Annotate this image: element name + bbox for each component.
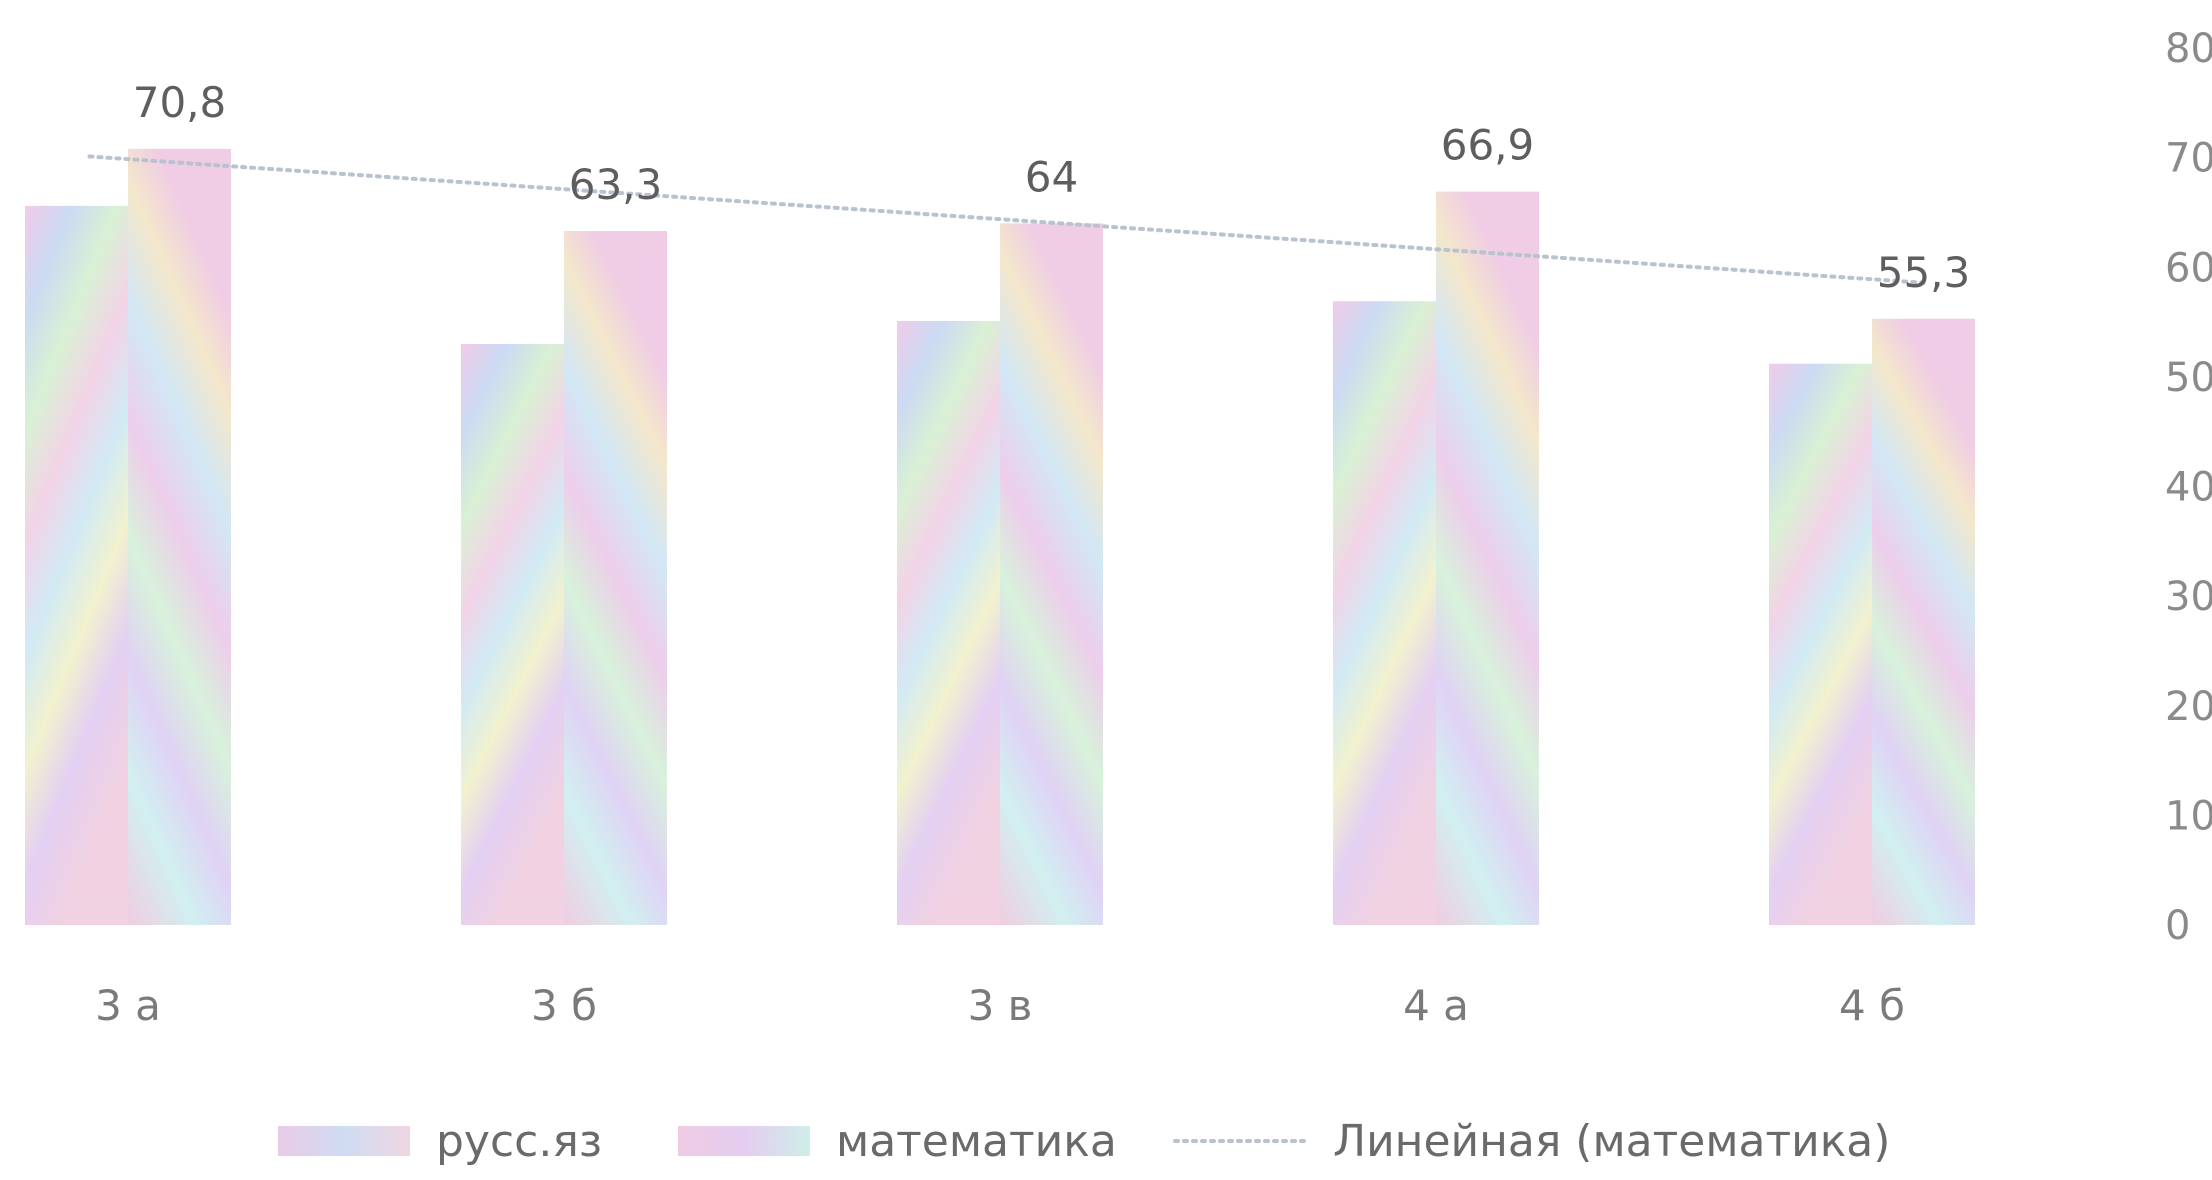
trendline-math (87, 154, 1926, 285)
data-label-math-4: 55,3 (1877, 248, 1971, 297)
y-tick-30: 30 (2165, 574, 2212, 620)
category-label-3: 4 а (1403, 981, 1469, 1030)
y-tick-20: 20 (2165, 684, 2212, 730)
bar-russ-0 (25, 205, 128, 926)
category-label-1: 3 б (531, 981, 597, 1030)
bar-russ-3 (1333, 301, 1436, 925)
y-tick-40: 40 (2165, 465, 2212, 511)
category-label-4: 4 б (1839, 981, 1905, 1030)
bar-russ-4 (1769, 363, 1872, 926)
data-label-math-1: 63,3 (569, 160, 663, 209)
bar-math-0 (128, 148, 231, 926)
legend-math-label: математика (836, 1116, 1117, 1167)
category-label-0: 3 а (95, 981, 161, 1030)
y-tick-50: 50 (2165, 355, 2212, 401)
legend-trendline-label: Линейная (математика) (1333, 1116, 1890, 1167)
bar-russ-1 (461, 343, 564, 925)
y-tick-0: 0 (2165, 903, 2190, 949)
data-label-math-2: 64 (1025, 152, 1078, 201)
bar-math-3 (1436, 191, 1539, 925)
category-label-2: 3 в (968, 981, 1033, 1030)
bar-math-2 (1000, 223, 1103, 925)
y-tick-70: 70 (2165, 136, 2212, 182)
data-label-math-0: 70,8 (133, 78, 227, 127)
y-tick-10: 10 (2165, 793, 2212, 839)
y-tick-60: 60 (2165, 245, 2212, 291)
bar-russ-2 (897, 320, 1000, 925)
legend-math-swatch (678, 1126, 810, 1156)
legend-russ-label: русс.яз (436, 1116, 602, 1167)
data-label-math-3: 66,9 (1441, 121, 1535, 170)
legend-russ-swatch (278, 1126, 410, 1156)
y-tick-80: 80 (2165, 26, 2212, 72)
bar-math-4 (1872, 318, 1975, 925)
bar-math-1 (564, 231, 667, 926)
